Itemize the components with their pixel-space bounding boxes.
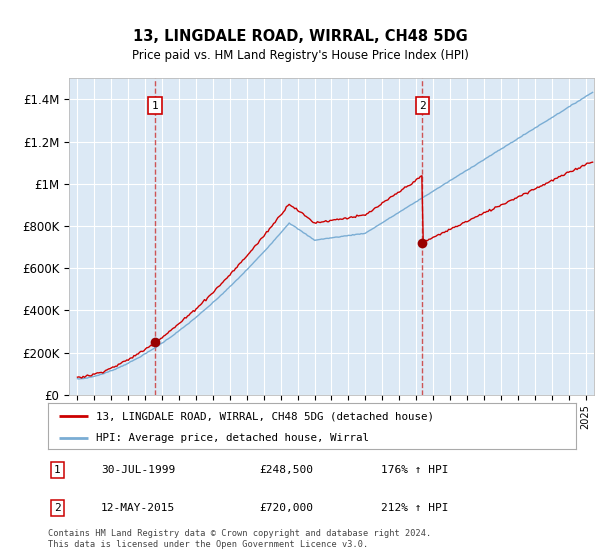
Text: HPI: Average price, detached house, Wirral: HPI: Average price, detached house, Wirr… bbox=[95, 433, 368, 442]
Text: 12-MAY-2015: 12-MAY-2015 bbox=[101, 503, 175, 513]
Text: 176% ↑ HPI: 176% ↑ HPI bbox=[380, 465, 448, 475]
Text: 2: 2 bbox=[419, 101, 425, 111]
Text: 1: 1 bbox=[54, 465, 61, 475]
Text: Contains HM Land Registry data © Crown copyright and database right 2024.
This d: Contains HM Land Registry data © Crown c… bbox=[48, 529, 431, 549]
Text: 2: 2 bbox=[54, 503, 61, 513]
Text: Price paid vs. HM Land Registry's House Price Index (HPI): Price paid vs. HM Land Registry's House … bbox=[131, 49, 469, 63]
Text: 1: 1 bbox=[152, 101, 158, 111]
Text: £720,000: £720,000 bbox=[259, 503, 313, 513]
Text: 212% ↑ HPI: 212% ↑ HPI bbox=[380, 503, 448, 513]
Text: £248,500: £248,500 bbox=[259, 465, 313, 475]
Text: 13, LINGDALE ROAD, WIRRAL, CH48 5DG (detached house): 13, LINGDALE ROAD, WIRRAL, CH48 5DG (det… bbox=[95, 411, 434, 421]
Text: 30-JUL-1999: 30-JUL-1999 bbox=[101, 465, 175, 475]
Text: 13, LINGDALE ROAD, WIRRAL, CH48 5DG: 13, LINGDALE ROAD, WIRRAL, CH48 5DG bbox=[133, 29, 467, 44]
